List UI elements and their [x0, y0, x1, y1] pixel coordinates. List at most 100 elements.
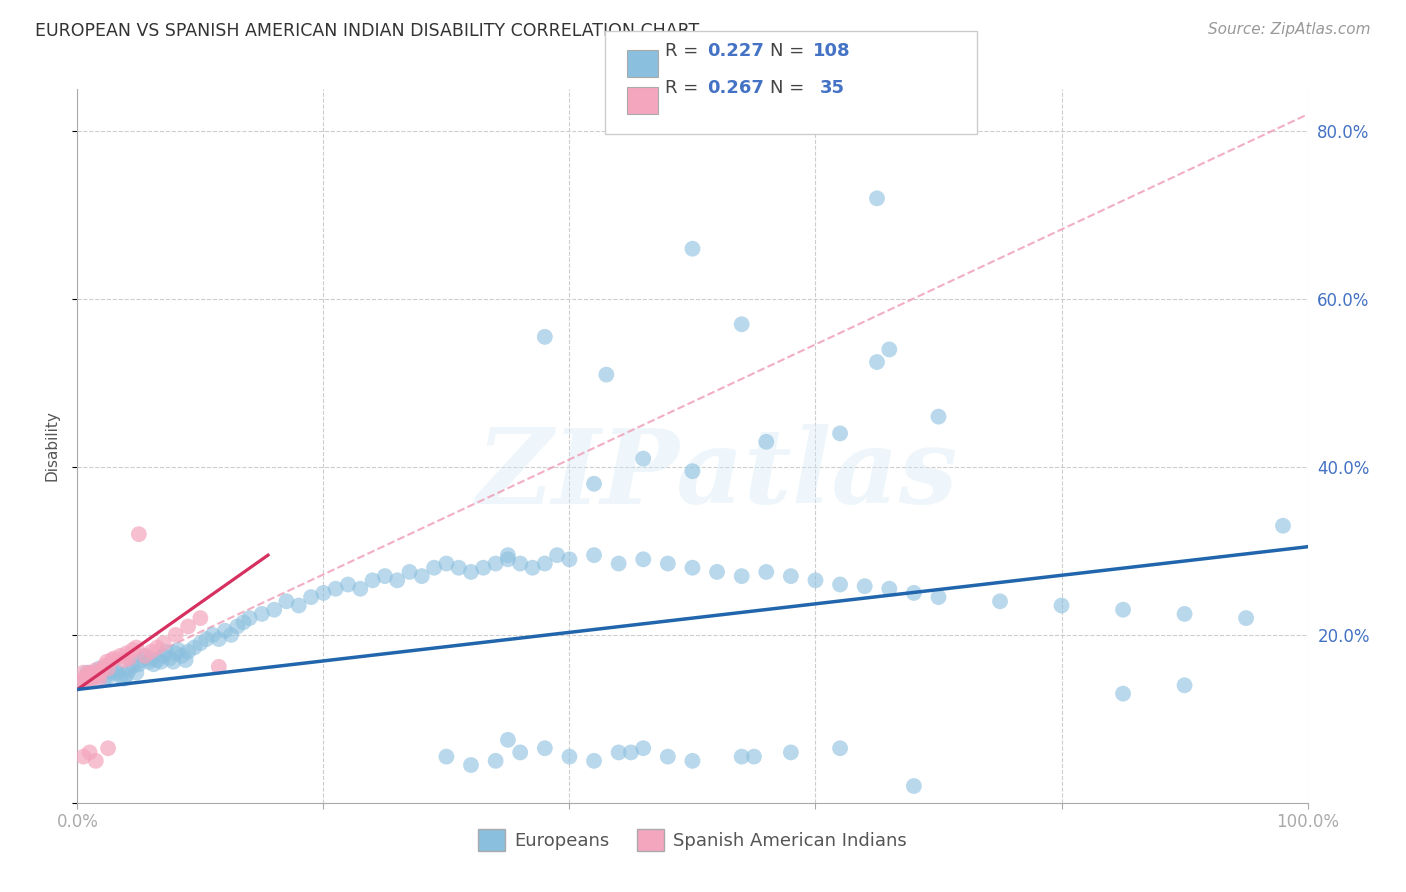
Point: [118, 651, 141, 665]
Text: 0.227: 0.227: [707, 42, 763, 60]
Point: [633, 552, 655, 566]
Point: [1050, 599, 1073, 613]
Point: [496, 552, 519, 566]
Point: [682, 242, 704, 256]
Point: [112, 653, 135, 667]
Point: [177, 645, 200, 659]
Point: [84, 665, 107, 680]
Point: [103, 651, 125, 665]
Point: [1272, 518, 1295, 533]
Point: [150, 655, 173, 669]
Point: [82, 672, 104, 686]
Text: 108: 108: [813, 42, 851, 60]
Point: [534, 557, 557, 571]
Point: [165, 646, 187, 660]
Point: [134, 648, 156, 663]
Point: [152, 636, 174, 650]
Point: [105, 665, 128, 680]
Point: [349, 582, 371, 596]
Point: [731, 749, 754, 764]
Point: [385, 574, 409, 588]
Point: [188, 636, 212, 650]
Point: [436, 749, 458, 764]
Point: [167, 643, 190, 657]
Text: N =: N =: [770, 79, 810, 97]
Point: [657, 557, 679, 571]
Text: Source: ZipAtlas.com: Source: ZipAtlas.com: [1208, 22, 1371, 37]
Point: [1174, 678, 1197, 692]
Point: [97, 741, 120, 756]
Point: [374, 569, 396, 583]
Point: [583, 754, 606, 768]
Point: [121, 643, 143, 657]
Point: [72, 749, 94, 764]
Point: [134, 648, 156, 663]
Point: [121, 659, 143, 673]
Point: [928, 590, 950, 604]
Point: [830, 741, 852, 756]
Point: [534, 330, 557, 344]
Point: [152, 648, 174, 663]
Point: [928, 409, 950, 424]
Point: [299, 590, 322, 604]
Point: [276, 594, 298, 608]
Point: [1112, 603, 1135, 617]
Point: [79, 670, 101, 684]
Point: [288, 599, 311, 613]
Point: [170, 648, 193, 663]
Point: [325, 582, 347, 596]
Text: 0.267: 0.267: [707, 79, 763, 97]
Point: [903, 586, 925, 600]
Point: [988, 594, 1011, 608]
Point: [174, 653, 197, 667]
Point: [90, 668, 114, 682]
Text: R =: R =: [665, 79, 704, 97]
Text: EUROPEAN VS SPANISH AMERICAN INDIAN DISABILITY CORRELATION CHART: EUROPEAN VS SPANISH AMERICAN INDIAN DISA…: [35, 22, 699, 40]
Point: [195, 632, 218, 646]
Point: [82, 672, 104, 686]
Point: [118, 663, 141, 677]
Point: [620, 746, 643, 760]
Text: N =: N =: [770, 42, 810, 60]
Point: [830, 426, 852, 441]
Point: [460, 758, 482, 772]
Point: [731, 318, 754, 332]
Point: [706, 565, 728, 579]
Point: [125, 665, 148, 680]
Point: [509, 746, 531, 760]
Point: [607, 557, 630, 571]
Point: [595, 368, 617, 382]
Point: [89, 661, 111, 675]
Point: [682, 464, 704, 478]
Point: [411, 569, 433, 583]
Point: [208, 660, 231, 674]
Point: [583, 476, 606, 491]
Point: [232, 615, 254, 630]
Point: [115, 668, 138, 682]
Point: [75, 670, 97, 684]
Point: [780, 569, 803, 583]
Point: [208, 632, 231, 646]
Point: [155, 645, 177, 659]
Point: [72, 665, 94, 680]
Point: [509, 557, 531, 571]
Point: [460, 565, 482, 579]
Point: [138, 655, 160, 669]
Point: [177, 619, 200, 633]
Point: [141, 651, 163, 665]
Point: [755, 434, 778, 449]
Point: [447, 560, 470, 574]
Point: [79, 665, 101, 680]
Point: [214, 624, 236, 638]
Point: [90, 663, 114, 677]
Point: [423, 560, 446, 574]
Point: [183, 640, 205, 655]
Point: [159, 651, 181, 665]
Point: [110, 648, 132, 663]
Point: [70, 674, 93, 689]
Point: [731, 569, 754, 583]
Point: [146, 653, 169, 667]
Point: [682, 560, 704, 574]
Point: [866, 355, 889, 369]
Point: [804, 574, 827, 588]
